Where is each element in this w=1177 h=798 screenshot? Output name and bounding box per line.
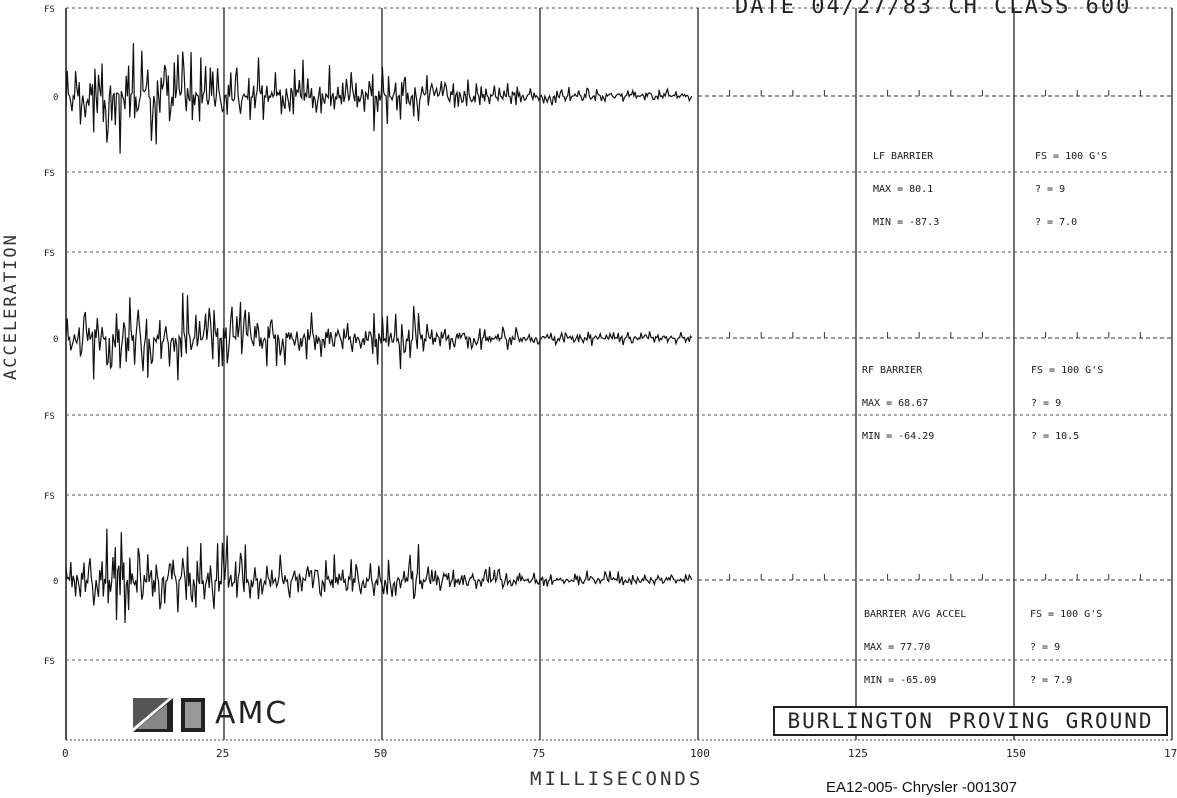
x-tick-label-150: 150 [1006, 747, 1026, 760]
panel-2-trace [65, 292, 693, 381]
panel-3-f3: ? = 7.9 [1030, 675, 1073, 686]
panel-2-f3: ? = 10.5 [1031, 431, 1080, 442]
panel-1-max: MAX = 80.1 [873, 184, 934, 195]
panel-3-name: BARRIER AVG ACCEL [864, 609, 967, 620]
y-axis-label: ACCELERATION [1, 233, 21, 380]
x-tick-label-100: 100 [690, 747, 710, 760]
panel-3-y-tick-bottom: FS [44, 657, 55, 667]
panel-1-name: LF BARRIER [873, 151, 934, 162]
trace-lines [65, 43, 693, 624]
panel-3-max: MAX = 77.70 [864, 642, 931, 653]
panel-2-fs: FS = 100 G'S [1031, 365, 1104, 376]
x-tick-label-75: 75 [532, 747, 545, 760]
panel-2-y-tick-bottom: FS [44, 412, 55, 422]
x-axis-label: MILLISECONDS [530, 768, 704, 790]
panel-3-scale: FS = 100 G'S ? = 9 ? = 7.9 [1030, 587, 1102, 708]
x-tick-label-25: 25 [216, 747, 229, 760]
panel-3-trace [65, 528, 693, 624]
panel-2-y-tick-zero: 0 [53, 335, 58, 345]
x-tick-label-175: 175 [1164, 747, 1177, 760]
panel-3-y-tick-top: FS [44, 492, 55, 502]
panel-2-min: MIN = -64.29 [862, 431, 935, 442]
panel-3-info: BARRIER AVG ACCEL MAX = 77.70 MIN = -65.… [864, 587, 966, 708]
panel-3-y-tick-zero: 0 [53, 577, 58, 587]
panel-2-info: RF BARRIER MAX = 68.67 MIN = -64.29 [862, 343, 934, 464]
panel-3-fs: FS = 100 G'S [1030, 609, 1103, 620]
header-date-class: DATE 04/27/83 CH CLASS 600 [735, 0, 1132, 19]
amc-logo-text: AMC [215, 696, 289, 731]
x-tick-label-0: 0 [62, 747, 69, 760]
amc-logo: AMC [131, 696, 309, 736]
grid-lines [65, 7, 1173, 741]
panel-1-scale: FS = 100 G'S ? = 9 ? = 7.0 [1035, 129, 1107, 250]
panel-1-fs: FS = 100 G'S [1035, 151, 1108, 162]
panel-2-max: MAX = 68.67 [862, 398, 929, 409]
panel-1-trace [65, 43, 693, 154]
panel-3-min: MIN = -65.09 [864, 675, 937, 686]
panel-2-y-tick-top: FS [44, 249, 55, 259]
panel-1-f2: ? = 9 [1035, 184, 1066, 195]
panel-1-min: MIN = -87.3 [873, 217, 940, 228]
panel-1-info: LF BARRIER MAX = 80.1 MIN = -87.3 [873, 129, 939, 250]
panel-3-f2: ? = 9 [1030, 642, 1061, 653]
panel-2-name: RF BARRIER [862, 365, 923, 376]
panel-2-f2: ? = 9 [1031, 398, 1062, 409]
document-id: EA12-005- Chrysler -001307 [826, 779, 1017, 796]
panel-1-f3: ? = 7.0 [1035, 217, 1078, 228]
panel-2-scale: FS = 100 G'S ? = 9 ? = 10.5 [1031, 343, 1103, 464]
panel-1-y-tick-bottom: FS [44, 169, 55, 179]
panel-1-y-tick-top: FS [44, 5, 55, 15]
footer-proving-ground: BURLINGTON PROVING GROUND [773, 706, 1168, 736]
amc-logo-icon [133, 698, 205, 732]
x-tick-label-125: 125 [848, 747, 868, 760]
x-tick-label-50: 50 [374, 747, 387, 760]
panel-1-y-tick-zero: 0 [53, 93, 58, 103]
axis-ticks: 0 25 50 75 100 125 150 175 FS 0 FS FS 0 FS FS 0 FS [44, 5, 1177, 760]
